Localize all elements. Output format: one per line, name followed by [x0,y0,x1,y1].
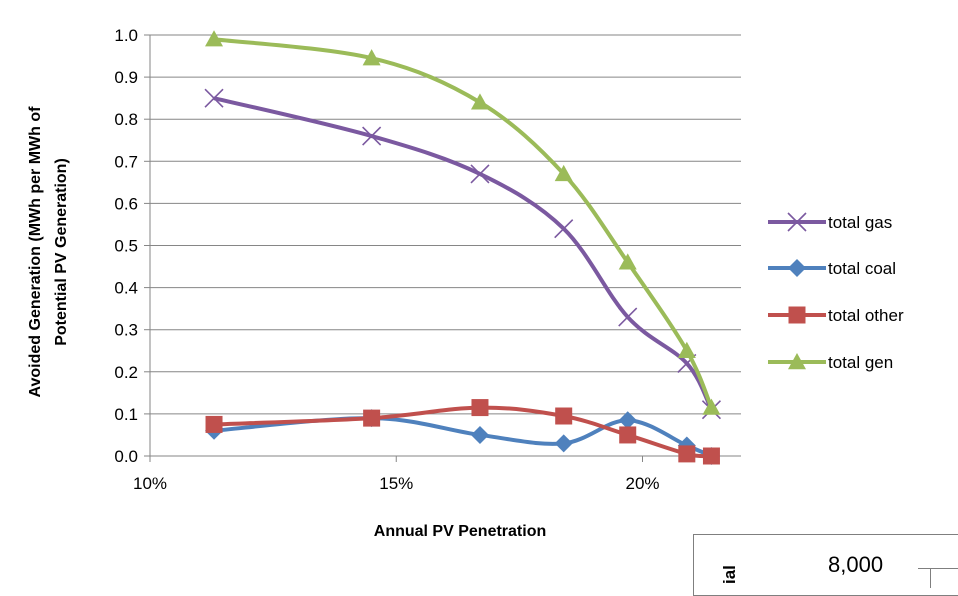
marker-x [362,126,382,146]
marker-x [204,88,224,108]
y-tick-label: 1.0 [114,26,138,45]
y-tick-label: 0.4 [114,279,138,298]
y-tick-label: 0.0 [114,447,138,466]
legend-label: total other [828,306,904,325]
y-axis-title-line-2: Potential PV Generation) [53,158,70,346]
legend: total gas total coal total other total gen [768,212,904,372]
marker-diamond [788,259,806,277]
marker-x [618,307,638,327]
line-chart: 0.0 0.1 0.2 0.3 0.4 0.5 0.6 0.7 0.8 0.9 1.0 10% 15%… [27,26,904,540]
marker-x [787,212,807,232]
y-tick-label: 0.6 [114,194,138,213]
marker-square [788,306,806,324]
y-tick-label: 0.9 [114,68,138,87]
legend-item: total other [768,306,904,325]
series-total-other [205,399,720,465]
series-total-gen [205,30,721,415]
grid-lines [150,34,741,415]
marker-diamond [554,434,573,453]
marker-triangle [677,341,696,358]
y-tick-label: 0.7 [114,152,138,171]
marker-triangle [702,398,721,415]
series-line [213,37,714,409]
x-axis-title: Annual PV Penetration [374,523,546,540]
legend-item: total coal [768,259,896,278]
marker-square [555,407,573,425]
marker-square [205,415,223,433]
x-tick-labels: 10% 15% 20% [133,474,660,493]
legend-item: total gen [768,353,893,372]
series-line [213,96,714,411]
y-tick-label: 0.5 [114,237,138,256]
marker-square [678,445,696,463]
marker-triangle [554,164,573,182]
inset-tick-mark [918,568,958,569]
marker-square [702,447,720,465]
y-tick-label: 0.3 [114,321,138,340]
series-total-coal [205,409,721,465]
marker-triangle [618,253,637,270]
marker-triangle [470,93,489,110]
y-axis-title-line-1: Avoided Generation (MWh per MWh of [27,106,44,398]
marker-square [619,426,637,444]
marker-x [554,219,574,239]
inset-tick-label: 8,000 [828,552,884,577]
inset-y-axis-title: ial [720,565,739,584]
y-tick-label: 0.8 [114,110,138,129]
inset-axis-line [930,568,931,588]
series-lines [204,30,722,465]
x-tick-label: 20% [625,474,659,493]
marker-diamond [470,425,489,444]
legend-label: total gen [828,353,893,372]
legend-label: total coal [828,259,896,278]
marker-square [471,399,489,417]
y-tick-labels: 0.0 0.1 0.2 0.3 0.4 0.5 0.6 0.7 0.8 0.9 1.0 [114,26,138,466]
legend-label: total gas [828,213,892,232]
legend-item: total gas [768,212,892,232]
marker-triangle [362,49,381,66]
series-total-gas [204,88,722,420]
marker-triangle [205,30,224,47]
marker-square [363,409,381,427]
x-tick-label: 15% [379,474,413,493]
y-tick-label: 0.2 [114,363,138,382]
marker-diamond [618,411,637,430]
marker-triangle [788,353,806,370]
y-tick-label: 0.1 [114,405,138,424]
y-axis-title: Avoided Generation (MWh per MWh of Poten… [27,106,70,398]
marker-x [470,164,490,184]
x-tick-label: 10% [133,474,167,493]
axes [144,34,741,462]
